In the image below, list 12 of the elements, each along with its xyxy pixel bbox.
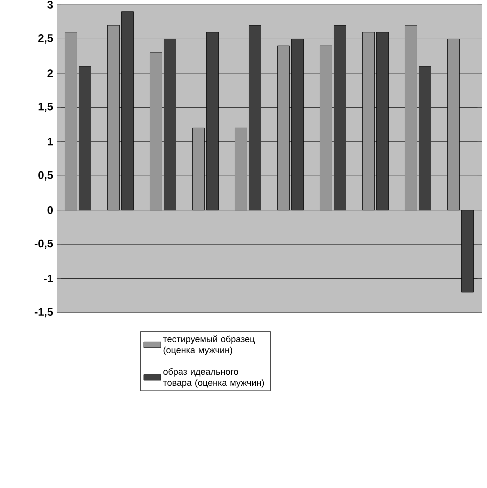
y-tick-label: -1,5 [34,308,54,318]
y-tick-label: 0 [48,206,54,214]
y-tick-label: 1,5 [38,103,54,112]
legend-label: образ идеального товара (оценка мужчин) [163,368,264,388]
y-tick-label: 2,5 [38,34,54,44]
y-tick-label: -1 [44,275,54,283]
y-tick-label: 3 [48,1,54,9]
y-tick-label: 2 [48,70,54,78]
legend-label: тестируемый образец (оценка мужчин) [163,336,255,356]
y-tick-label: 1 [48,138,54,146]
y-tick-label: 0,5 [38,171,54,181]
y-tick-label: -0,5 [34,240,54,250]
